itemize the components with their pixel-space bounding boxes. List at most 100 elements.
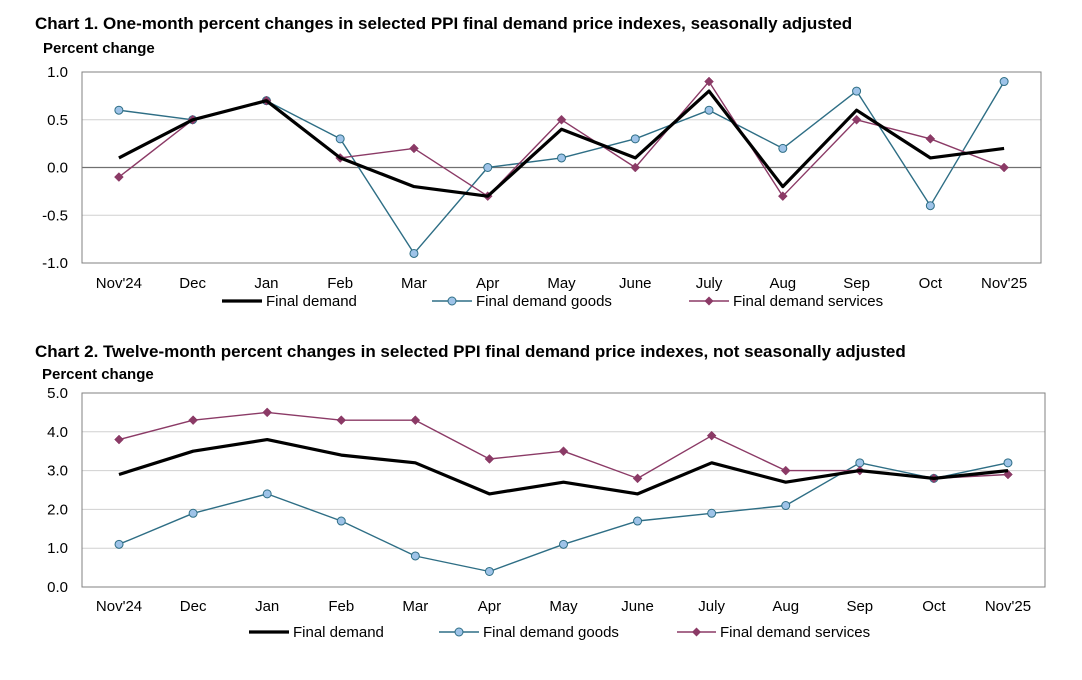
chart1-goods-point (852, 86, 862, 96)
chart1-services-point (114, 172, 124, 182)
chart1-goods-point (778, 143, 788, 153)
chart2-x-tick-label: Jan (255, 598, 279, 615)
chart1-x-tick-label: Mar (401, 275, 427, 292)
chart1-y-tick-label: -1.0 (42, 255, 68, 272)
chart2-x-tick-label: Dec (180, 598, 207, 615)
chart2-goods-point (336, 516, 346, 526)
chart2-goods-point (707, 508, 717, 518)
chart2-y-tick-label: 1.0 (47, 540, 68, 557)
chart2-y-axis-label: Percent change (42, 366, 154, 383)
chart2-x-tick-label: June (621, 598, 654, 615)
chart1-x-tick-label: May (547, 275, 576, 292)
chart2-services-point (188, 415, 198, 426)
chart1-goods-point (483, 163, 493, 172)
chart1-goods-point (409, 248, 419, 258)
chart2-goods-point (559, 539, 568, 549)
chart2-x-tick-label: July (698, 598, 725, 615)
chart2-services-point (558, 446, 569, 457)
chart1-legend-goods-marker (447, 296, 457, 306)
chart1-services-point (777, 191, 788, 202)
chart1-goods-point (557, 153, 566, 163)
chart2-y-tick-label: 5.0 (47, 385, 68, 402)
chart1-services-point (999, 162, 1009, 173)
chart1-x-tick-label: Feb (327, 275, 353, 292)
chart2-goods-point (188, 508, 198, 518)
chart2-x-tick-label: Oct (922, 598, 946, 615)
chart2-legend-goods-marker (454, 627, 464, 637)
chart1-series-final-demand-line (118, 89, 1005, 198)
chart2-y-tick-label: 4.0 (47, 424, 68, 441)
chart2-goods-point (114, 539, 124, 549)
chart2-goods-point (410, 551, 420, 561)
chart1-x-tick-label: Oct (919, 275, 943, 292)
chart2-plot-frame (81, 392, 1046, 588)
chart1-y-tick-label: 0.0 (47, 160, 68, 177)
chart1-y-axis-label: Percent change (43, 40, 155, 57)
chart1-x-tick-label: July (696, 275, 723, 292)
chart1-x-tick-label: June (619, 275, 652, 292)
chart1-legend-goods-label: Final demand goods (476, 293, 612, 310)
chart2-services-point (632, 473, 643, 484)
chart1-x-tick-label: Nov'24 (96, 275, 142, 292)
chart1-services-point (630, 162, 641, 173)
chart1-services-point (925, 133, 936, 144)
chart2-x-tick-label: May (549, 598, 578, 615)
chart1-plot-frame (81, 71, 1042, 264)
chart2-x-tick-label: Sep (846, 598, 873, 615)
chart2-legend-services-marker (692, 627, 701, 637)
chart2-x-tick-label: Feb (328, 598, 354, 615)
chart2-legend-services-label: Final demand services (720, 624, 870, 641)
chart2-x-tick-label: Nov'25 (985, 598, 1031, 615)
chart2-services-point (484, 454, 495, 464)
chart1-goods-point (925, 201, 935, 211)
chart1-goods-point (999, 77, 1009, 87)
chart1-y-tick-label: -0.5 (42, 207, 68, 224)
chart1-services-point (851, 114, 862, 125)
chart1-x-tick-label: Apr (476, 275, 499, 292)
chart2-goods-point (633, 516, 643, 526)
chart2-services-point (262, 407, 273, 418)
chart1-services-point (409, 143, 419, 154)
chart2-y-tick-label: 0.0 (47, 579, 68, 596)
chart1-x-tick-label: Jan (254, 275, 278, 292)
chart1-goods-point (704, 105, 714, 115)
chart1-title: Chart 1. One-month percent changes in se… (35, 14, 853, 33)
chart1-goods-point (335, 134, 345, 144)
chart2-x-tick-label: Mar (402, 598, 428, 615)
chart2-series-final-demand-line (118, 438, 1009, 496)
chart1-y-tick-label: 0.5 (47, 112, 68, 129)
chart2-goods-point (262, 489, 272, 499)
chart2-services-point (114, 434, 124, 445)
chart1-series-services-line (118, 80, 1005, 197)
chart2-services-point (410, 415, 421, 426)
chart2-goods-point (781, 501, 791, 511)
chart2-series-goods-line (118, 462, 1009, 573)
chart1-services-point (556, 114, 567, 125)
chart1-services-point (704, 76, 714, 87)
chart2-services-point (706, 430, 717, 441)
chart1-x-tick-label: Dec (179, 275, 206, 292)
chart1-goods-point (114, 105, 124, 115)
chart2-x-tick-label: Nov'24 (96, 598, 142, 615)
chart2-legend-goods-label: Final demand goods (483, 624, 619, 641)
chart1-x-tick-label: Nov'25 (981, 275, 1027, 292)
chart2-services-point (780, 465, 791, 476)
chart1-legend-services-marker (704, 296, 714, 306)
chart2-goods-point (1003, 458, 1013, 468)
chart1-legend-services-label: Final demand services (733, 293, 883, 310)
chart1-legend-final-demand-label: Final demand (266, 293, 357, 310)
chart2-y-tick-label: 3.0 (47, 463, 68, 480)
chart2-y-tick-label: 2.0 (47, 501, 68, 518)
chart2-title: Chart 2. Twelve-month percent changes in… (35, 342, 906, 361)
chart1-x-tick-label: Sep (843, 275, 870, 292)
chart1-y-tick-label: 1.0 (47, 64, 68, 81)
chart2-goods-point (855, 458, 865, 468)
chart2-legend-final-demand-label: Final demand (293, 624, 384, 641)
chart2-goods-point (484, 566, 494, 576)
chart1-x-tick-label: Aug (769, 275, 796, 292)
chart2-x-tick-label: Aug (772, 598, 799, 615)
chart2-x-tick-label: Apr (478, 598, 501, 615)
chart2-series-services-line (118, 411, 1009, 480)
chart2-services-point (336, 415, 347, 426)
